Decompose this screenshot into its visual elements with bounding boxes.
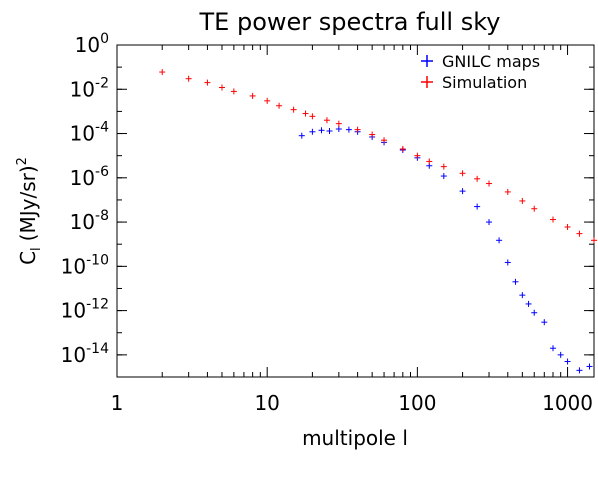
y-axis-label-units: (MJy/sr)	[16, 165, 40, 241]
y-tick-label: 10-4	[70, 120, 110, 146]
data-point	[159, 69, 166, 76]
data-point	[414, 152, 421, 159]
data-point	[345, 126, 352, 133]
series-0	[298, 126, 593, 374]
data-point	[426, 158, 433, 165]
data-point	[512, 278, 519, 285]
legend-item-simulation: Simulation	[421, 73, 527, 92]
y-axis-label: Cl (MJy/sr)2	[15, 157, 44, 265]
y-tick-label: 10-6	[70, 164, 110, 190]
data-point	[531, 205, 538, 212]
y-tick-label: 10-12	[61, 297, 109, 323]
legend-marker-simulation	[421, 76, 433, 88]
data-point	[557, 351, 564, 358]
data-point	[591, 237, 597, 244]
x-tick-label: 10	[254, 391, 279, 415]
y-minor-ticks	[117, 44, 594, 378]
x-minor-ticks	[161, 45, 562, 377]
x-major-ticks: 1 10 100 1000	[111, 45, 593, 415]
data-point	[576, 230, 583, 237]
legend-label-simulation: Simulation	[442, 73, 527, 92]
y-tick-label: 10-8	[70, 208, 109, 234]
data-point	[309, 113, 316, 120]
data-point	[276, 102, 283, 109]
data-point	[399, 146, 406, 153]
data-point	[185, 75, 192, 82]
data-point	[504, 259, 511, 266]
data-point	[369, 131, 376, 138]
x-tick-label: 1	[111, 391, 124, 415]
data-point	[264, 97, 271, 104]
data-point	[459, 188, 466, 195]
data-point	[326, 128, 333, 135]
svg-text:Cl(MJy/sr)2: Cl (MJy/sr)2	[15, 157, 44, 265]
legend-item-gnilc: GNILC maps	[421, 52, 540, 71]
y-axis-label-main: C	[16, 251, 40, 265]
legend: GNILC maps Simulation	[421, 52, 540, 92]
legend-marker-gnilc	[421, 55, 433, 67]
data-point	[549, 216, 556, 223]
data-point	[440, 173, 447, 180]
data-point	[230, 88, 237, 95]
data-point	[381, 137, 388, 144]
data-point	[549, 345, 556, 352]
x-tick-label: 100	[398, 391, 436, 415]
data-point	[564, 223, 571, 230]
data-point	[525, 300, 532, 307]
data-point	[302, 110, 309, 117]
data-point	[519, 197, 526, 204]
data-point	[290, 106, 297, 113]
data-point	[576, 367, 583, 374]
y-tick-label: 100	[75, 31, 109, 57]
y-axis-label-sub: l	[29, 247, 44, 251]
data-point	[504, 188, 511, 195]
data-point	[249, 92, 256, 99]
series-1	[159, 69, 597, 244]
x-axis-label: multipole l	[302, 426, 408, 450]
data-point	[496, 237, 503, 244]
data-point	[335, 126, 342, 133]
data-point	[564, 358, 571, 365]
data-point	[309, 128, 316, 135]
y-tick-label: 10-2	[70, 75, 109, 101]
chart-title: TE power spectra full sky	[199, 8, 501, 36]
data-point	[486, 219, 493, 226]
data-point	[486, 180, 493, 187]
data-point	[586, 363, 593, 370]
data-point	[474, 203, 481, 210]
data-point	[541, 319, 548, 326]
legend-label-gnilc: GNILC maps	[442, 52, 540, 71]
data-point	[323, 117, 330, 124]
data-point	[335, 120, 342, 127]
data-point	[519, 292, 526, 299]
y-tick-label: 10-14	[61, 341, 109, 367]
data-point	[298, 132, 305, 139]
data-point	[474, 175, 481, 182]
data-point	[459, 170, 466, 177]
series-layer	[159, 69, 597, 374]
data-point	[204, 79, 211, 86]
data-point	[531, 309, 538, 316]
y-tick-label: 10-10	[61, 252, 109, 278]
x-tick-label: 1000	[542, 391, 593, 415]
y-axis-label-sup: 2	[15, 157, 30, 165]
data-point	[318, 127, 325, 134]
data-point	[218, 84, 225, 91]
data-point	[440, 163, 447, 170]
data-point	[354, 126, 361, 133]
y-major-ticks: 100 10-2 10-4 10-6 10-8 10-10 10-12 10-14	[61, 31, 594, 367]
plot-frame	[116, 44, 595, 378]
